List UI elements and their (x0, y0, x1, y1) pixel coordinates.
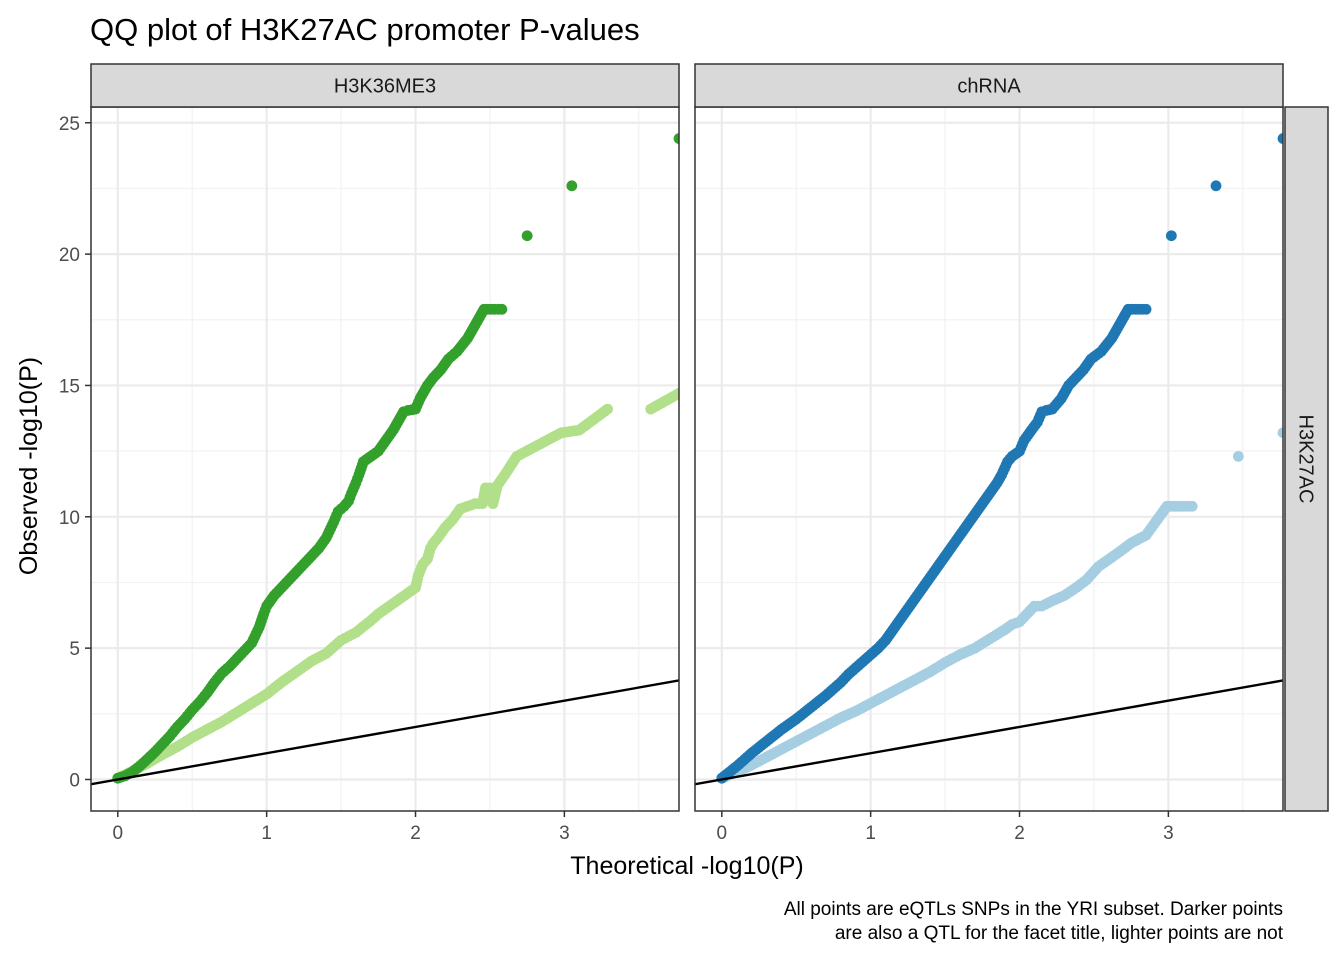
y-tick-label: 10 (59, 508, 80, 529)
row-facet-strip (1284, 106, 1329, 812)
facet-panels: H3K36ME3 0 1 2 3 0 5 10 15 20 25 chRNA 0 1 2 3 H3K27AC (59, 63, 1329, 844)
y-tick-label: 15 (59, 376, 80, 397)
qq-point-light (673, 387, 679, 399)
y-tick-label: 25 (59, 114, 80, 135)
panel-chrna: chRNA 0 1 2 3 (694, 63, 1284, 844)
x-tick-label: 3 (1163, 823, 1174, 844)
y-tick-label: 20 (59, 245, 80, 266)
facet-strip (694, 63, 1284, 108)
qq-point-light (1232, 450, 1244, 462)
qq-point-dark (1277, 133, 1283, 144)
panel-background (695, 107, 1283, 811)
x-axis-title: Theoretical -log10(P) (570, 852, 803, 880)
x-tick-label: 3 (559, 823, 570, 844)
qq-point-dark (496, 303, 508, 315)
x-tick-label: 2 (1014, 823, 1025, 844)
panel-background (91, 107, 679, 811)
qq-point-dark (521, 230, 533, 242)
reference-line (91, 679, 679, 786)
x-tick-label: 1 (865, 823, 876, 844)
reference-line (695, 679, 1283, 786)
facet-strip-label: chRNA (957, 76, 1021, 98)
x-tick-label: 0 (717, 823, 728, 844)
y-tick-label: 5 (69, 639, 80, 660)
y-tick-label: 0 (69, 770, 80, 791)
qq-point-dark (1165, 230, 1177, 242)
qq-point-dark (1210, 180, 1222, 192)
caption-line-2: are also a QTL for the facet title, ligh… (835, 923, 1284, 944)
x-tick-label: 1 (261, 823, 272, 844)
panel-data-layer (695, 133, 1283, 786)
qq-point-light (602, 403, 613, 415)
plot-title: QQ plot of H3K27AC promoter P-values (90, 12, 640, 47)
qq-point-light (1277, 427, 1283, 439)
facet-strip-label: H3K36ME3 (334, 76, 436, 98)
qq-point-dark (673, 133, 679, 144)
x-tick-label: 0 (113, 823, 124, 844)
caption-line-1: All points are eQTLs SNPs in the YRI sub… (784, 899, 1283, 920)
y-axis-title: Observed -log10(P) (15, 357, 43, 575)
row-facet-strip-label: H3K27AC (1295, 415, 1317, 504)
panel-data-layer (91, 133, 679, 786)
qq-point-light (1186, 500, 1198, 512)
qq-point-dark (1140, 303, 1152, 315)
x-tick-label: 2 (410, 823, 421, 844)
panel-h3k36me3: H3K36ME3 0 1 2 3 0 5 10 15 20 25 (59, 63, 680, 844)
facet-strip (90, 63, 680, 108)
qq-point-dark (566, 180, 578, 192)
